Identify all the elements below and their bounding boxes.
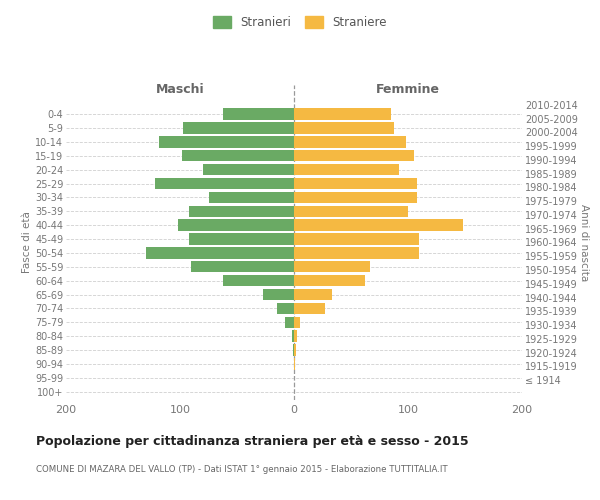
Y-axis label: Fasce di età: Fasce di età (22, 212, 32, 274)
Bar (155, 178, 294, 189)
Bar (189, 234, 294, 244)
Bar (184, 122, 294, 134)
Bar (294, 358, 295, 370)
Bar (189, 206, 294, 217)
Text: Popolazione per cittadinanza straniera per età e sesso - 2015: Popolazione per cittadinanza straniera p… (36, 435, 469, 448)
Bar (191, 261, 294, 272)
Bar (146, 247, 294, 258)
Bar (294, 136, 406, 147)
Bar (285, 316, 294, 328)
Bar (294, 289, 332, 300)
Bar (209, 192, 294, 203)
Bar (294, 108, 391, 120)
Bar (294, 316, 300, 328)
Bar (292, 330, 294, 342)
Bar (294, 206, 408, 217)
Bar (223, 275, 294, 286)
Bar (293, 344, 294, 356)
Bar (294, 122, 394, 134)
Text: COMUNE DI MAZARA DEL VALLO (TP) - Dati ISTAT 1° gennaio 2015 - Elaborazione TUTT: COMUNE DI MAZARA DEL VALLO (TP) - Dati I… (36, 465, 448, 474)
Bar (263, 289, 294, 300)
Bar (294, 330, 298, 342)
Bar (182, 150, 294, 162)
Text: Maschi: Maschi (155, 83, 205, 96)
Bar (294, 234, 419, 244)
Bar (277, 302, 294, 314)
Bar (294, 344, 296, 356)
Bar (203, 164, 294, 175)
Bar (294, 261, 370, 272)
Text: Femmine: Femmine (376, 83, 440, 96)
Bar (160, 136, 294, 147)
Bar (294, 302, 325, 314)
Bar (223, 108, 294, 120)
Bar (294, 192, 417, 203)
Bar (294, 247, 419, 258)
Y-axis label: Anni di nascita: Anni di nascita (579, 204, 589, 281)
Bar (294, 164, 399, 175)
Bar (294, 150, 414, 162)
Bar (294, 220, 463, 231)
Legend: Stranieri, Straniere: Stranieri, Straniere (211, 14, 389, 31)
Bar (294, 178, 417, 189)
Bar (294, 275, 365, 286)
Bar (178, 220, 294, 231)
